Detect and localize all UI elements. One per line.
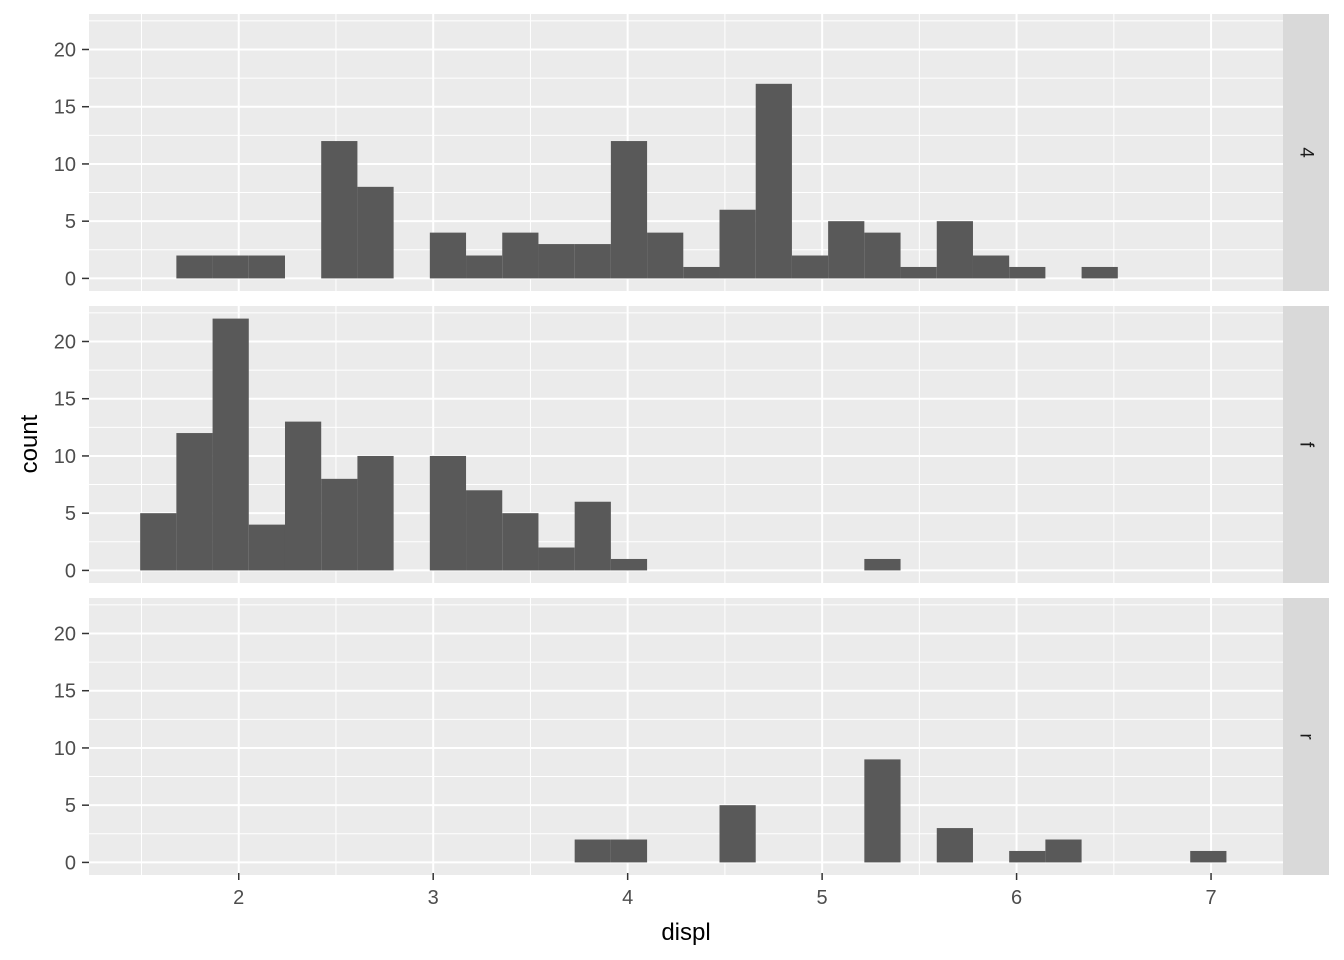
histogram-bar	[864, 558, 901, 571]
facet-strip-label: r	[1296, 733, 1317, 740]
histogram-bar	[574, 244, 611, 279]
y-tick-label: 20	[54, 39, 76, 61]
facet-panel-4: 0 5 10 15 20 4	[54, 14, 1329, 291]
y-tick-label: 10	[54, 446, 76, 468]
histogram-bar	[719, 805, 756, 863]
x-tick-label: 6	[1011, 887, 1022, 909]
x-tick-label: 7	[1205, 887, 1216, 909]
histogram-bar	[321, 478, 358, 571]
histogram-bar	[140, 513, 177, 571]
histogram-bar	[212, 318, 249, 571]
x-tick-label: 4	[622, 887, 633, 909]
histogram-bar	[610, 839, 648, 863]
histogram-bar	[1190, 850, 1227, 863]
histogram-bar	[321, 141, 358, 279]
facet-strip	[1283, 14, 1329, 291]
y-tick-label: 10	[54, 154, 76, 176]
x-tick-label: 3	[428, 887, 439, 909]
histogram-bar	[502, 513, 539, 571]
x-tick-label: 5	[817, 887, 828, 909]
histogram-bar	[864, 759, 901, 863]
panel-background	[89, 598, 1283, 875]
y-tick-label: 0	[65, 560, 76, 582]
facet-strip-label: f	[1296, 442, 1317, 448]
histogram-bar	[755, 83, 792, 279]
y-tick-label: 20	[54, 623, 76, 645]
y-tick-label: 15	[54, 681, 76, 703]
histogram-bar	[1009, 266, 1046, 279]
histogram-bar	[972, 255, 1010, 279]
histogram-bar	[936, 828, 973, 863]
x-axis: 2 3 4 5 6 7	[233, 873, 1217, 909]
histogram-bar	[719, 209, 756, 279]
histogram-bar	[1081, 266, 1118, 279]
histogram-bar	[538, 547, 575, 571]
histogram-bar	[466, 255, 503, 279]
facet-strip-label: 4	[1296, 147, 1317, 158]
x-tick-label: 2	[233, 887, 244, 909]
y-tick-label: 10	[54, 738, 76, 760]
histogram-bar	[1009, 850, 1046, 863]
histogram-bar	[647, 232, 684, 279]
y-tick-label: 15	[54, 97, 76, 119]
y-tick-label: 15	[54, 389, 76, 411]
histogram-bar	[176, 433, 213, 571]
y-tick-label: 20	[54, 331, 76, 353]
histogram-bar	[429, 232, 467, 279]
facet-strip	[1283, 598, 1329, 875]
histogram-bar	[176, 255, 213, 279]
histogram-bar	[212, 255, 249, 279]
y-tick-label: 5	[65, 503, 76, 525]
histogram-bar	[248, 524, 285, 571]
histogram-bar	[610, 558, 648, 571]
histogram-bar	[429, 455, 467, 571]
histogram-bar	[538, 244, 575, 279]
histogram-bar	[900, 266, 937, 279]
y-tick-label: 0	[65, 268, 76, 290]
facet-panels: 0 5 10 15 20 4 0 5 10 15 20 f 0 5 10 15 20 r	[54, 14, 1329, 875]
histogram-bar	[1045, 839, 1082, 863]
histogram-bar	[683, 266, 720, 279]
x-axis-title: displ	[661, 919, 710, 946]
y-tick-label: 5	[65, 211, 76, 233]
histogram-bar	[357, 186, 394, 279]
histogram-bar	[574, 501, 611, 571]
histogram-bar	[864, 232, 901, 279]
histogram-bar	[248, 255, 285, 279]
panel-background	[89, 14, 1283, 291]
facet-panel-r: 0 5 10 15 20 r	[54, 598, 1329, 875]
y-tick-label: 5	[65, 795, 76, 817]
histogram-bar	[610, 141, 648, 279]
histogram-bar	[357, 455, 394, 571]
facet-panel-f: 0 5 10 15 20 f	[54, 306, 1329, 583]
histogram-bar	[502, 232, 539, 279]
histogram-bar	[791, 255, 829, 279]
histogram-bar	[466, 490, 503, 571]
histogram-bar	[284, 421, 322, 571]
y-axis-title: count	[16, 414, 43, 473]
facet-strip	[1283, 306, 1329, 583]
histogram-bar	[828, 221, 865, 279]
y-tick-label: 0	[65, 852, 76, 874]
histogram-bar	[574, 839, 611, 863]
histogram-bar	[936, 221, 973, 279]
